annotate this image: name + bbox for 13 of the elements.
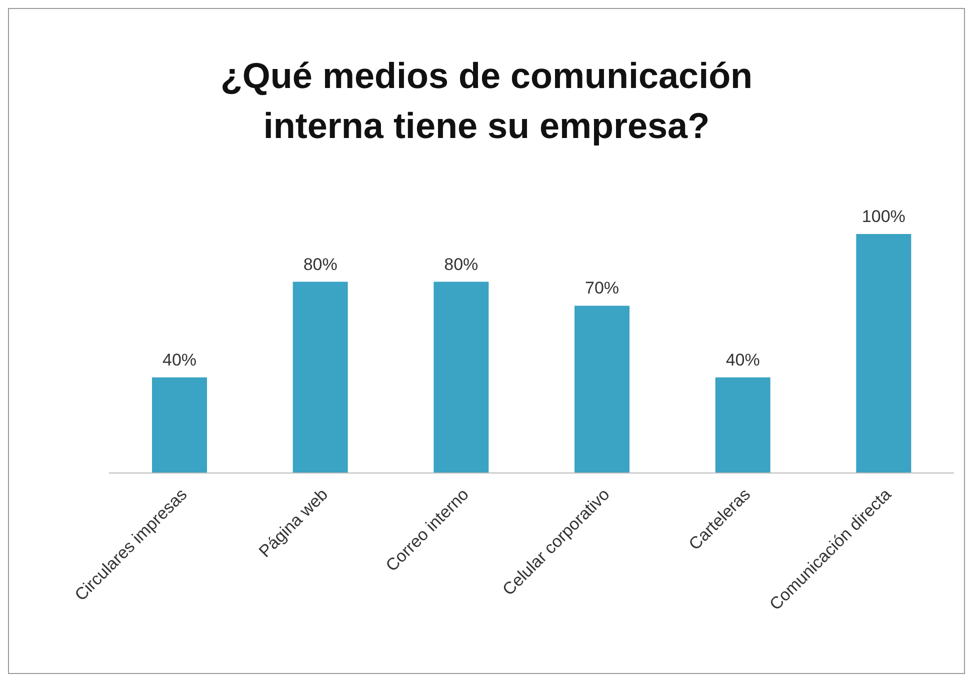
bar [292, 282, 348, 473]
bar [574, 306, 630, 473]
data-label: 100% [862, 207, 906, 226]
chart-title: ¿Qué medios de comunicación interna tiene su empresa? [219, 54, 754, 148]
data-label: 80% [444, 254, 478, 274]
bar [434, 282, 489, 473]
data-label: 80% [303, 254, 338, 274]
bar [715, 377, 770, 473]
data-label: 70% [584, 278, 620, 298]
bar [856, 234, 912, 473]
data-label: 40% [162, 350, 197, 370]
data-label: 40% [726, 350, 760, 370]
bar [152, 377, 207, 473]
